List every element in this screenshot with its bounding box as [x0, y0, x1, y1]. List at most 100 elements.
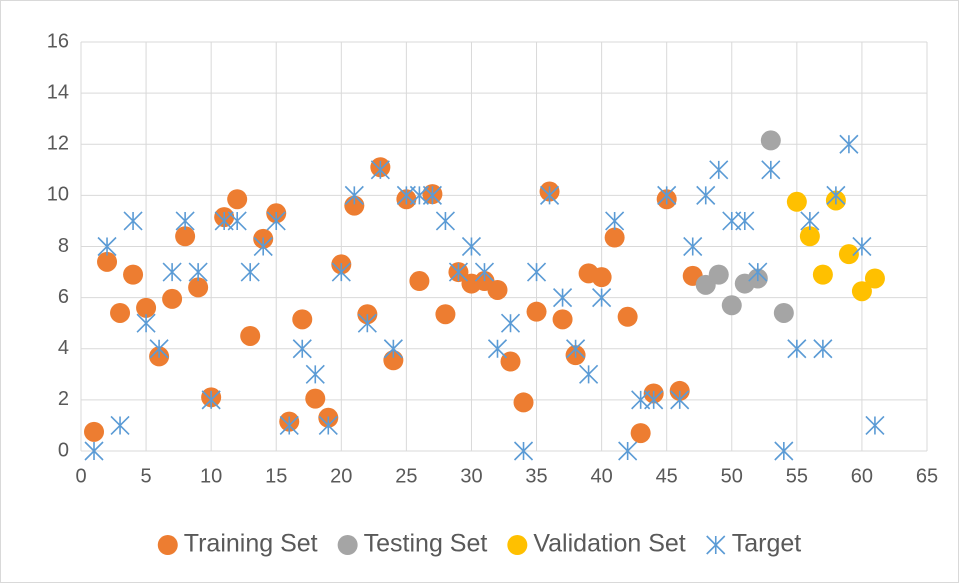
point — [136, 297, 157, 318]
x-tick-label: 60 — [851, 465, 873, 487]
x-tick-label: 65 — [916, 465, 938, 487]
point — [513, 441, 534, 461]
y-tick-label: 6 — [58, 286, 69, 308]
x-tick-label: 45 — [656, 465, 678, 487]
point — [435, 304, 456, 325]
point — [670, 390, 690, 410]
point — [318, 415, 338, 436]
legend-label: Testing Set — [364, 530, 488, 558]
point — [474, 262, 495, 282]
point — [617, 306, 638, 327]
legend-label: Training Set — [184, 530, 318, 558]
point — [292, 309, 313, 330]
point — [864, 268, 885, 289]
y-tick-label: 10 — [47, 184, 69, 206]
point — [292, 339, 312, 359]
point — [305, 364, 325, 384]
point — [748, 262, 768, 282]
point — [84, 441, 104, 461]
point — [851, 281, 872, 302]
x-tick-label: 0 — [75, 465, 86, 487]
y-tick-label: 14 — [47, 81, 69, 103]
point — [735, 211, 755, 231]
x-tick-label: 20 — [330, 465, 352, 487]
point — [201, 390, 221, 410]
point — [774, 441, 794, 461]
point — [136, 313, 156, 333]
point — [630, 423, 651, 444]
x-tick-label: 30 — [460, 465, 482, 487]
point — [110, 302, 131, 323]
point — [487, 339, 508, 359]
point — [644, 390, 664, 410]
point — [799, 226, 820, 247]
point — [240, 325, 261, 346]
point — [787, 339, 807, 359]
point — [110, 415, 130, 436]
x-tick-label: 40 — [590, 465, 612, 487]
x-tick-label: 10 — [200, 465, 222, 487]
point — [162, 288, 183, 309]
point — [227, 189, 248, 210]
point — [84, 421, 105, 442]
point — [188, 277, 209, 298]
point — [513, 392, 534, 413]
point — [566, 339, 586, 359]
legend: Training Set Testing Set Validation Set Tar… — [157, 530, 802, 558]
y-tick-label: 16 — [47, 30, 69, 52]
legend-label: Target — [732, 530, 802, 558]
point — [812, 264, 833, 285]
point — [552, 309, 573, 330]
point — [553, 288, 573, 308]
point — [175, 226, 196, 247]
point — [344, 185, 364, 205]
x-tick-label: 25 — [395, 465, 417, 487]
point — [383, 339, 403, 359]
x-tick-label: 15 — [265, 465, 287, 487]
point — [605, 211, 625, 231]
point — [839, 134, 859, 154]
point — [657, 185, 677, 205]
point — [253, 236, 273, 257]
point — [591, 267, 612, 288]
legend-marker — [337, 535, 358, 555]
point — [579, 364, 599, 384]
point — [760, 130, 781, 151]
x-tick-label: 35 — [525, 465, 547, 487]
legend-label: Validation Set — [533, 530, 685, 558]
point — [240, 262, 260, 282]
point — [813, 339, 833, 359]
point — [487, 279, 508, 300]
y-tick-label: 4 — [58, 337, 69, 359]
point — [683, 236, 703, 257]
point — [539, 185, 560, 205]
point — [97, 251, 118, 272]
point — [526, 301, 547, 322]
point — [786, 191, 807, 212]
point — [500, 313, 521, 333]
point — [357, 313, 377, 333]
y-tick-label: 2 — [58, 388, 69, 410]
point — [721, 295, 742, 316]
x-tick-label: 50 — [721, 465, 743, 487]
y-tick-label: 8 — [58, 235, 69, 257]
x-tick-label: 55 — [786, 465, 808, 487]
point — [305, 388, 326, 409]
point — [709, 160, 729, 180]
point — [838, 244, 859, 265]
point — [175, 211, 195, 231]
point — [526, 262, 547, 282]
point — [370, 160, 390, 180]
point — [592, 288, 612, 308]
point — [773, 302, 794, 323]
point — [279, 415, 299, 436]
legend-marker — [157, 535, 178, 555]
point — [422, 185, 442, 205]
point — [800, 211, 820, 231]
point — [383, 350, 404, 371]
point — [162, 262, 182, 282]
point — [852, 236, 872, 257]
